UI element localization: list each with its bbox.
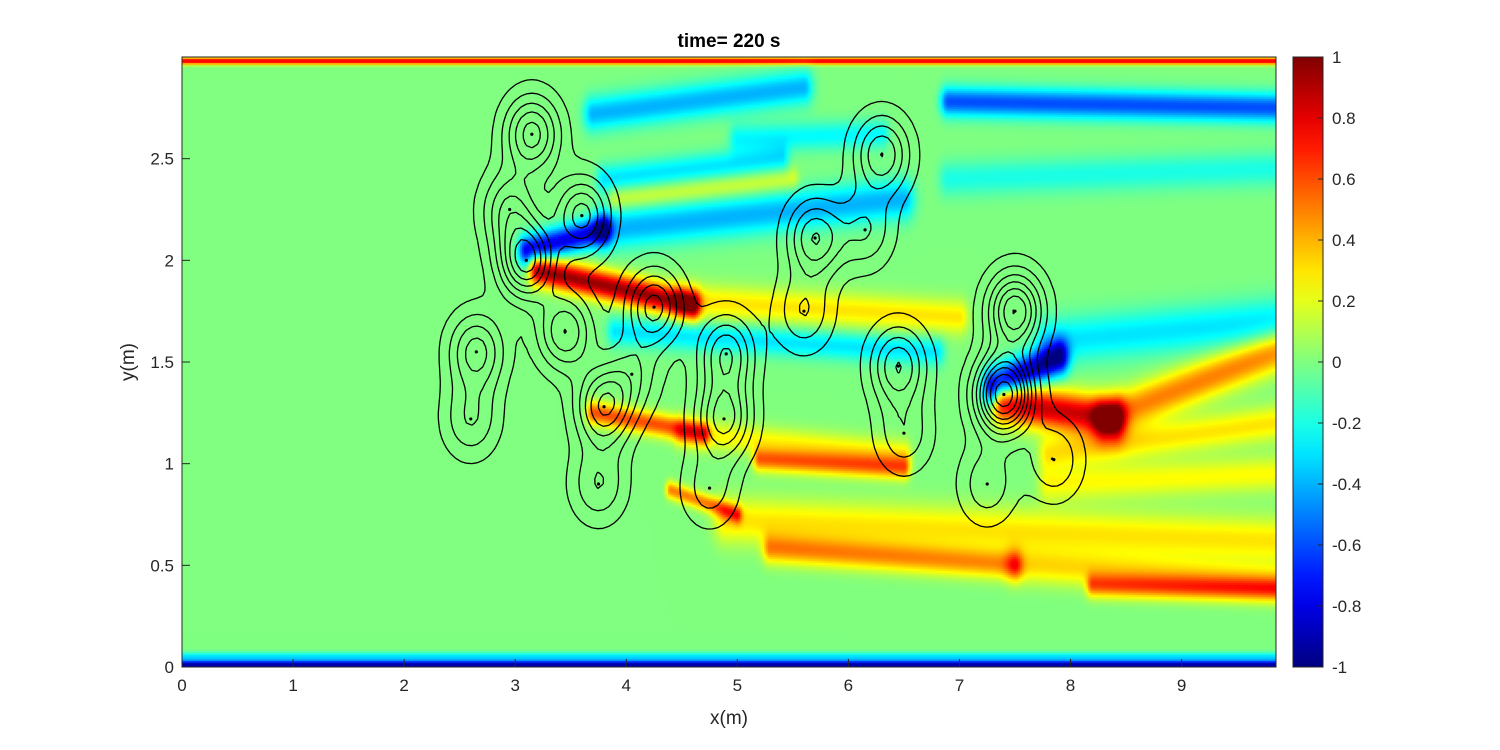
- contour-level-8: [994, 381, 1014, 408]
- contour-peak-0: [530, 132, 534, 136]
- contour-peak-6: [474, 350, 478, 354]
- colorbar-tick-label: 1: [1332, 48, 1341, 67]
- colorbar-tick-label: -0.2: [1332, 414, 1361, 433]
- x-tick-label: 9: [1177, 676, 1186, 695]
- colorbar-tick-label: -0.8: [1332, 597, 1361, 616]
- contour-peak-21: [985, 482, 989, 486]
- x-axis: 0 1 2 3 4 5 6 7 8 9: [177, 659, 1186, 695]
- y-tick-label: 2.5: [150, 150, 174, 169]
- contour-level-7: [989, 373, 1019, 415]
- x-tick-label: 4: [622, 676, 631, 695]
- colorbar: -1 -0.8 -0.6 -0.4 -0.2 0 0.2 0.4 0.6 0.8 1: [1292, 48, 1361, 677]
- contour-level-4: [504, 121, 1032, 435]
- colorbar-tick-label: 0: [1332, 353, 1341, 372]
- colorbar-tick-label: 0.4: [1332, 231, 1356, 250]
- contour-peak-9: [722, 417, 726, 421]
- contour-peak-11: [880, 153, 884, 157]
- contour-level-3: [465, 111, 1037, 446]
- x-axis-label: x(m): [710, 708, 748, 729]
- contour-level-1: [448, 92, 1074, 512]
- contour-peak-2: [524, 258, 528, 262]
- contour-peak-7: [602, 405, 606, 409]
- y-axis-label: y(m): [118, 343, 139, 381]
- contour-level-0: [437, 78, 1087, 530]
- x-tick-label: 6: [844, 676, 853, 695]
- y-tick-label: 2: [165, 251, 174, 270]
- heatmap-image: [182, 57, 1276, 667]
- colorbar-tick-label: -0.4: [1332, 475, 1361, 494]
- contour-peak-8: [724, 352, 728, 356]
- chart-title: time= 220 s: [678, 31, 781, 52]
- y-tick-label: 1: [165, 455, 174, 474]
- contour-peak-15: [802, 309, 806, 313]
- contour-peak-13: [1013, 309, 1017, 313]
- contour-peak-10: [813, 236, 817, 240]
- contour-peak-19: [596, 482, 601, 486]
- contour-level-2: [456, 102, 1054, 490]
- x-tick-label: 1: [288, 676, 297, 695]
- colorbar-tick-label: -0.6: [1332, 536, 1361, 555]
- contour-peak-5: [563, 329, 567, 334]
- colorbar-tick-label: 0.8: [1332, 109, 1356, 128]
- x-tick-label: 2: [399, 676, 408, 695]
- x-tick-label: 8: [1066, 676, 1075, 695]
- contour-peak-4: [652, 305, 656, 309]
- contour-peak-14: [1002, 392, 1006, 397]
- x-tick-label: 3: [510, 676, 519, 695]
- contour-peak-18: [630, 372, 634, 376]
- contour-peak-3: [580, 214, 584, 218]
- contour-peak-12: [896, 364, 900, 368]
- y-tick-label: 0.5: [150, 556, 174, 575]
- contour-level-5: [509, 227, 1027, 425]
- colorbar-tick-label: -1: [1332, 658, 1347, 677]
- y-axis: 0 0.5 1 1.5 2 2.5: [150, 150, 190, 677]
- colorbar-tick-label: 0.2: [1332, 292, 1356, 311]
- x-tick-label: 5: [733, 676, 742, 695]
- plot-area: [182, 57, 1276, 667]
- x-tick-label: 7: [955, 676, 964, 695]
- contour-level-6: [514, 238, 1023, 421]
- contour-peak-1: [508, 207, 512, 212]
- contour-peak-23: [902, 431, 906, 435]
- y-tick-label: 0: [165, 658, 174, 677]
- contour-overlay: [437, 78, 1087, 530]
- colorbar-tick-label: 0.6: [1332, 170, 1356, 189]
- x-tick-label: 0: [177, 676, 186, 695]
- contour-peak-16: [863, 228, 867, 232]
- contour-peak-20: [707, 486, 712, 490]
- contour-peak-22: [1052, 458, 1056, 462]
- y-tick-label: 1.5: [150, 353, 174, 372]
- contour-peak-17: [469, 417, 473, 421]
